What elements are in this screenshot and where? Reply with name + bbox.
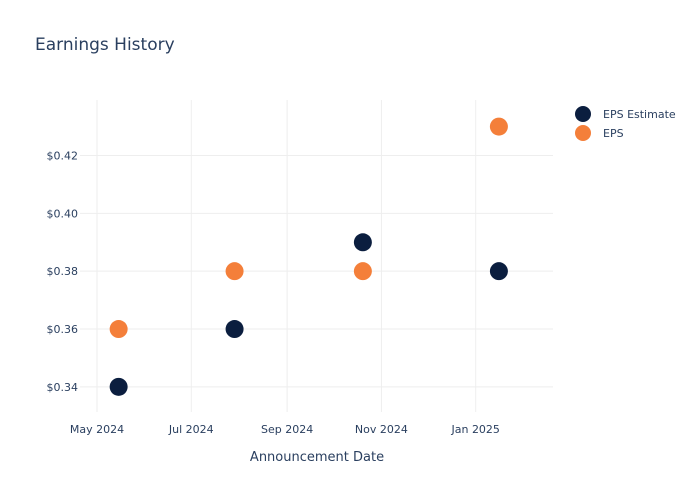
data-point[interactable] [489, 262, 508, 281]
x-tick-label: Jan 2025 [450, 423, 499, 436]
x-tick-label: May 2024 [70, 423, 124, 436]
data-point[interactable] [225, 262, 244, 281]
x-tick-label: Nov 2024 [355, 423, 408, 436]
legend-item[interactable]: EPS Estimate [575, 106, 676, 122]
x-axis-ticks: May 2024 Jul 2024 Sep 2024 Nov 2024 Jan 2025 [70, 423, 500, 436]
x-tick-label: Jul 2024 [168, 423, 214, 436]
x-axis-title: Announcement Date [250, 450, 384, 465]
y-tick-label: $0.34 [47, 381, 79, 394]
data-point[interactable] [489, 117, 508, 136]
data-point[interactable] [353, 262, 372, 281]
legend-label: EPS Estimate [603, 108, 676, 121]
legend: EPS Estimate EPS [575, 106, 676, 141]
grid [80, 100, 553, 412]
chart-title: Earnings History [35, 35, 175, 55]
data-point[interactable] [225, 320, 244, 339]
y-tick-label: $0.36 [47, 323, 79, 336]
data-points [109, 117, 508, 396]
legend-label: EPS [603, 127, 624, 140]
data-point[interactable] [109, 320, 128, 339]
y-tick-label: $0.38 [47, 265, 79, 278]
legend-marker [575, 106, 591, 122]
y-tick-label: $0.42 [47, 150, 79, 163]
data-point[interactable] [353, 233, 372, 252]
x-tick-label: Sep 2024 [261, 423, 313, 436]
legend-marker [575, 125, 591, 141]
y-tick-label: $0.40 [47, 207, 79, 220]
series-eps [109, 117, 508, 339]
series-eps-estimate [109, 233, 508, 396]
legend-item[interactable]: EPS [575, 125, 624, 141]
data-point[interactable] [109, 377, 128, 396]
y-axis-ticks: $0.34 $0.36 $0.38 $0.40 $0.42 [47, 150, 79, 394]
